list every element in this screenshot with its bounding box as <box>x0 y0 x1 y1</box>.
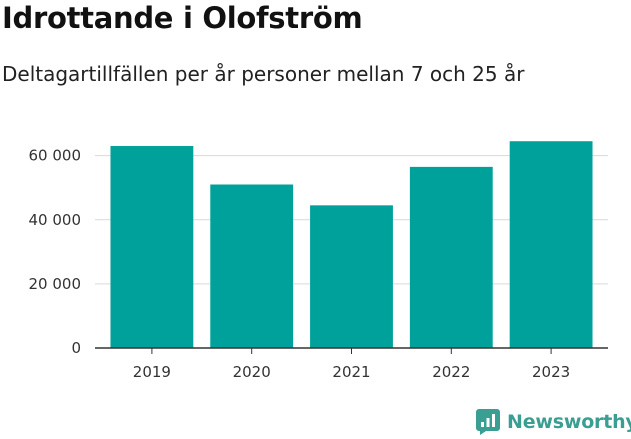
y-tick-label: 20 000 <box>29 275 82 293</box>
brand-footer: Newsworthy <box>476 407 631 437</box>
bar-2019 <box>110 146 194 348</box>
bars <box>110 141 593 348</box>
brand-name: Newsworthy <box>507 411 631 433</box>
y-tick-label: 40 000 <box>29 211 82 229</box>
bar-2023 <box>509 141 593 348</box>
chart-title: Idrottande i Olofström <box>2 1 363 35</box>
bar-2022 <box>409 166 493 348</box>
bar-2021 <box>310 205 393 348</box>
chart-subtitle: Deltagartillfällen per år personer mella… <box>2 62 525 86</box>
y-tick-label: 0 <box>71 339 81 357</box>
x-tick-label: 2021 <box>332 363 370 381</box>
axes: 0 20 000 40 000 60 000 2019 2020 2021 2022 2023 <box>29 147 608 381</box>
x-tick-label: 2023 <box>532 363 570 381</box>
bar-2020 <box>210 184 294 348</box>
x-tick-label: 2019 <box>133 363 171 381</box>
y-tick-label: 60 000 <box>29 147 82 165</box>
x-tick-label: 2020 <box>233 363 271 381</box>
newsworthy-logo-icon <box>476 409 500 435</box>
x-tick-label: 2022 <box>432 363 470 381</box>
